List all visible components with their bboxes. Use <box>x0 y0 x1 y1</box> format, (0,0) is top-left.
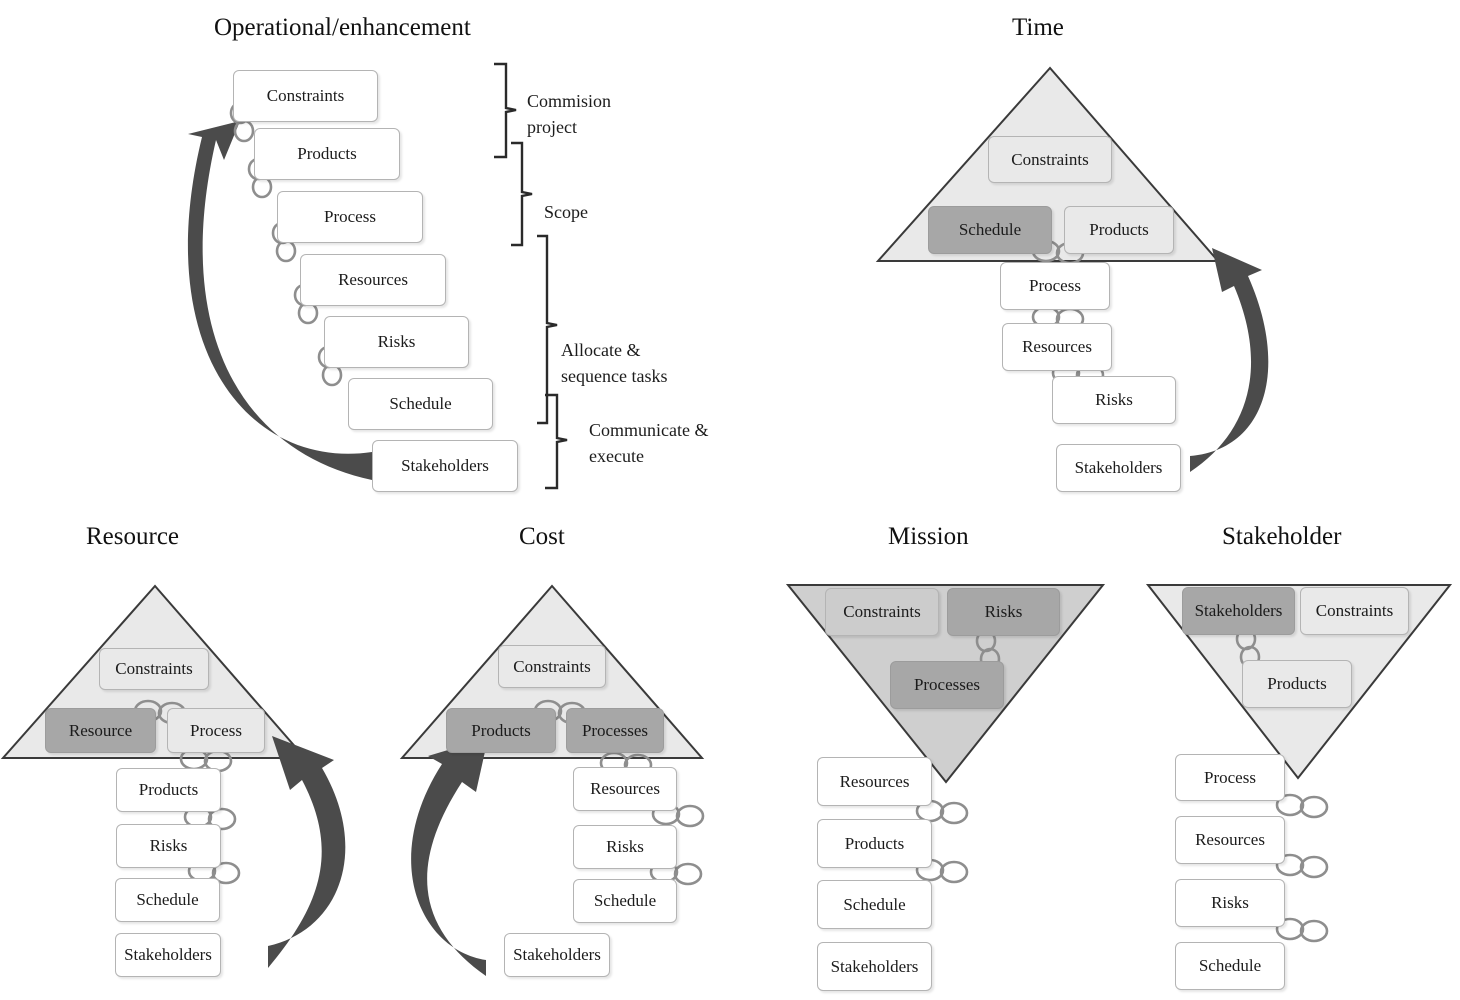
cost-cycle-arrow <box>411 738 488 976</box>
operational-cycle-arrow <box>187 121 372 480</box>
operational-box-constraints: Constraints <box>233 70 378 122</box>
operational-brackets <box>494 62 568 490</box>
resource-box-schedule: Schedule <box>115 878 220 922</box>
cost-box-resources: Resources <box>573 767 677 811</box>
link-icon <box>1275 793 1329 819</box>
operational-title: Operational/enhancement <box>214 14 471 41</box>
time-box-process: Process <box>1000 262 1110 310</box>
cost-box-risks: Risks <box>573 825 677 869</box>
cost-box-stakeholders: Stakeholders <box>504 933 610 977</box>
stakeholder-box-products: Products <box>1242 660 1352 708</box>
stakeholder-box-constraints: Constraints <box>1300 587 1409 635</box>
bracket-label-commission: Commision project <box>527 91 612 137</box>
time-box-products: Products <box>1064 206 1174 254</box>
link-icon <box>1275 917 1329 943</box>
bracket-label-allocate: Allocate & sequence tasks <box>561 340 668 386</box>
operational-box-schedule: Schedule <box>348 378 493 430</box>
operational-box-process: Process <box>277 191 423 243</box>
bracket-label-scope: Scope <box>544 202 588 222</box>
mission-title: Mission <box>888 523 969 550</box>
cost-box-products: Products <box>446 708 556 753</box>
mission-box-stakeholders: Stakeholders <box>817 942 932 991</box>
resource-cycle-arrow <box>268 736 346 968</box>
cost-title: Cost <box>519 523 565 550</box>
mission-box-resources: Resources <box>817 757 932 806</box>
stakeholder-box-stakeholders: Stakeholders <box>1182 587 1295 635</box>
resource-box-risks: Risks <box>116 824 221 868</box>
operational-box-stakeholders: Stakeholders <box>372 440 518 492</box>
operational-box-risks: Risks <box>324 316 469 368</box>
time-box-risks: Risks <box>1052 376 1176 424</box>
time-box-resources: Resources <box>1002 323 1112 371</box>
cost-box-processes: Processes <box>566 708 664 753</box>
mission-box-products: Products <box>817 819 932 868</box>
link-icon <box>1275 853 1329 879</box>
time-box-stakeholders: Stakeholders <box>1056 444 1181 492</box>
stakeholder-box-resources: Resources <box>1175 816 1285 864</box>
mission-box-risks: Risks <box>947 588 1060 636</box>
bracket-label-communicate: Communicate & execute <box>589 420 709 466</box>
resource-box-process: Process <box>167 708 265 753</box>
stakeholder-title: Stakeholder <box>1222 523 1342 550</box>
resource-box-products: Products <box>116 768 221 812</box>
mission-box-schedule: Schedule <box>817 880 932 929</box>
time-box-schedule: Schedule <box>928 206 1052 254</box>
resource-box-stakeholders: Stakeholders <box>115 933 221 977</box>
time-cycle-arrow <box>1190 248 1269 472</box>
cost-box-constraints: Constraints <box>498 645 606 688</box>
mission-box-constraints: Constraints <box>825 588 939 636</box>
operational-box-resources: Resources <box>300 254 446 306</box>
stakeholder-box-schedule: Schedule <box>1175 942 1285 990</box>
resource-box-constraints: Constraints <box>99 648 209 690</box>
operational-box-products: Products <box>254 128 400 180</box>
mission-box-processes: Processes <box>890 661 1004 709</box>
resource-title: Resource <box>86 523 180 550</box>
cost-box-schedule: Schedule <box>573 879 677 923</box>
time-title: Time <box>1012 14 1064 41</box>
stakeholder-box-risks: Risks <box>1175 879 1285 927</box>
stakeholder-box-process: Process <box>1175 754 1285 801</box>
resource-box-resource: Resource <box>45 708 156 753</box>
time-box-constraints: Constraints <box>988 136 1112 183</box>
